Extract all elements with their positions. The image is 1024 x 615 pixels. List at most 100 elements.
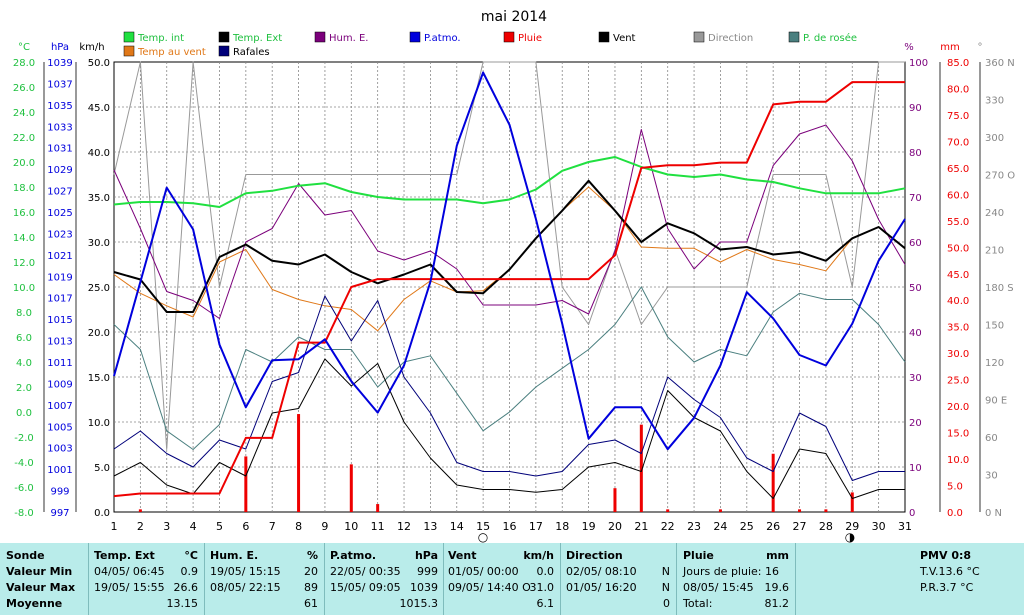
legend-swatch <box>409 31 421 43</box>
temp-unit: °C <box>184 549 198 562</box>
pmv-pr: P.R.3.7 °C <box>920 581 974 594</box>
pressure-tick-label: 1035 <box>47 101 72 112</box>
daily-rain-bar <box>771 453 775 512</box>
x-tick-label: 21 <box>634 520 648 533</box>
temp-tick-label: 24.0 <box>13 108 35 119</box>
rain-total: 81.2 <box>764 597 790 610</box>
axis-ticks: 28.0 26.0 24.0 22.0 20.0 18.0 16.0 14.0 12.0 10.0… <box>13 58 1015 519</box>
temp-tick-label: 26.0 <box>13 83 35 94</box>
daily-rain-bars <box>138 414 854 512</box>
rain-tick-label: 25.0 <box>947 376 969 387</box>
x-tick-label: 7 <box>269 520 276 533</box>
direction-tick-label: 60 <box>985 433 998 444</box>
label-sonde: Sonde <box>6 549 45 562</box>
rain-tick-label: 45.0 <box>947 270 969 281</box>
legend-label: Temp. int <box>137 33 184 44</box>
hum-min-val: 20 <box>304 565 318 578</box>
dir-title: Direction <box>566 549 623 562</box>
daily-rain-bar <box>376 504 380 512</box>
humidity-tick-label: 80 <box>909 148 922 159</box>
legend-label: Hum. E. <box>329 33 368 44</box>
rain-tick-label: 30.0 <box>947 349 969 360</box>
x-tick-label: 18 <box>555 520 569 533</box>
series-line-pluie <box>113 81 905 498</box>
wind-min-val: 0.0 <box>536 565 555 578</box>
temp-tick-label: 6.0 <box>16 333 32 344</box>
daily-rain-bar <box>798 509 802 512</box>
daily-rain-bar <box>138 509 142 512</box>
daily-rain-bar <box>297 414 301 512</box>
chart-title: mai 2014 <box>481 9 547 25</box>
pressure-tick-label: 1005 <box>47 422 72 433</box>
pressure-tick-label: 1013 <box>47 337 72 348</box>
x-tick-label: 30 <box>872 520 886 533</box>
wind-min-time: 01/05/ 00:00 <box>448 565 519 578</box>
direction-tick-label: 360 N <box>985 58 1015 69</box>
temp-tick-label: 2.0 <box>16 383 32 394</box>
x-tick-label: 23 <box>687 520 701 533</box>
direction-tick-label: 180 S <box>985 283 1014 294</box>
x-tick-label: 28 <box>819 520 833 533</box>
direction-tick-label: 0 N <box>985 508 1002 519</box>
press-max-time: 15/05/ 09:05 <box>330 581 401 594</box>
direction-tick-label: 90 E <box>985 396 1007 407</box>
daily-rain-bar <box>349 464 353 512</box>
humidity-tick-label: 30 <box>909 373 922 384</box>
legend-swatch <box>788 31 800 43</box>
legend-swatch <box>598 31 610 43</box>
direction-tick-label: 300 <box>985 133 1004 144</box>
rain-total-label: Total: <box>683 597 713 610</box>
temp-tick-label: 10.0 <box>13 283 35 294</box>
daily-rain-bar <box>718 509 722 512</box>
x-tick-label: 3 <box>163 520 170 533</box>
series-line-direction <box>113 61 905 450</box>
daily-rain-bar <box>613 488 617 512</box>
x-axis-ticks: 1 2 3 4 5 6 7 8 9 10 11 12 13 14 15 16 17 18 19 20 21 22 23 24 2… <box>111 520 913 533</box>
col-wind: Vent km/h 01/05/ 00:00 0.0 09/05/ 14:40 … <box>448 543 556 615</box>
temp-tick-label: 4.0 <box>16 358 32 369</box>
daily-rain-bar <box>850 492 854 512</box>
daily-rain-bar <box>639 424 643 512</box>
x-tick-label: 19 <box>582 520 596 533</box>
rain-tick-label: 40.0 <box>947 296 969 307</box>
rain-tick-label: 5.0 <box>947 482 963 493</box>
pmv-tv: T.V.13.6 °C <box>920 565 980 578</box>
rain-axis-header: mm <box>940 42 959 53</box>
humidity-tick-label: 20 <box>909 418 922 429</box>
x-tick-label: 2 <box>137 520 144 533</box>
pressure-tick-label: 1023 <box>47 229 72 240</box>
x-tick-label: 11 <box>371 520 385 533</box>
rain-tick-label: 55.0 <box>947 217 969 228</box>
daily-rain-bar <box>824 509 828 512</box>
chart-legend: Temp. int Temp au vent Temp. Ext Rafales Hum… <box>123 31 857 58</box>
dir-avg: 0 <box>663 597 670 610</box>
x-tick-label: 5 <box>216 520 223 533</box>
hum-avg: 61 <box>304 597 318 610</box>
pmv-title: PMV 0:8 <box>920 549 972 562</box>
temp-avg: 13.15 <box>166 597 199 610</box>
col-rain: Pluie mm Jours de pluie: 16 08/05/ 15:45… <box>683 543 791 615</box>
pressure-tick-label: 1039 <box>47 58 72 69</box>
legend-label: Temp. Ext <box>232 33 282 44</box>
series-line-rafales <box>113 295 905 481</box>
x-tick-label: 9 <box>321 520 328 533</box>
legend-label: Direction <box>708 33 753 44</box>
humidity-axis-header: % <box>904 42 914 53</box>
humidity-tick-label: 60 <box>909 238 922 249</box>
temp-tick-label: 14.0 <box>13 233 35 244</box>
press-title: P.atmo. <box>330 549 377 562</box>
x-tick-label: 24 <box>713 520 727 533</box>
rain-title: Pluie <box>683 549 714 562</box>
daily-rain-bar <box>244 456 248 512</box>
axis-headers: °C hPa km/h % mm ° <box>18 42 982 53</box>
hum-unit: % <box>306 549 318 562</box>
col-direction: Direction 02/05/ 08:10 N 01/05/ 16:20 N … <box>566 543 672 615</box>
humidity-tick-label: 50 <box>909 283 922 294</box>
x-tick-label: 12 <box>397 520 411 533</box>
humidity-tick-label: 40 <box>909 328 922 339</box>
wind-avg: 6.1 <box>536 597 555 610</box>
legend-label: P. de rosée <box>803 32 857 44</box>
direction-tick-label: 150 <box>985 321 1004 332</box>
col-temp: Temp. Ext °C 04/05/ 06:45 0.9 19/05/ 15:… <box>94 543 200 615</box>
pressure-tick-label: 1033 <box>47 122 72 133</box>
